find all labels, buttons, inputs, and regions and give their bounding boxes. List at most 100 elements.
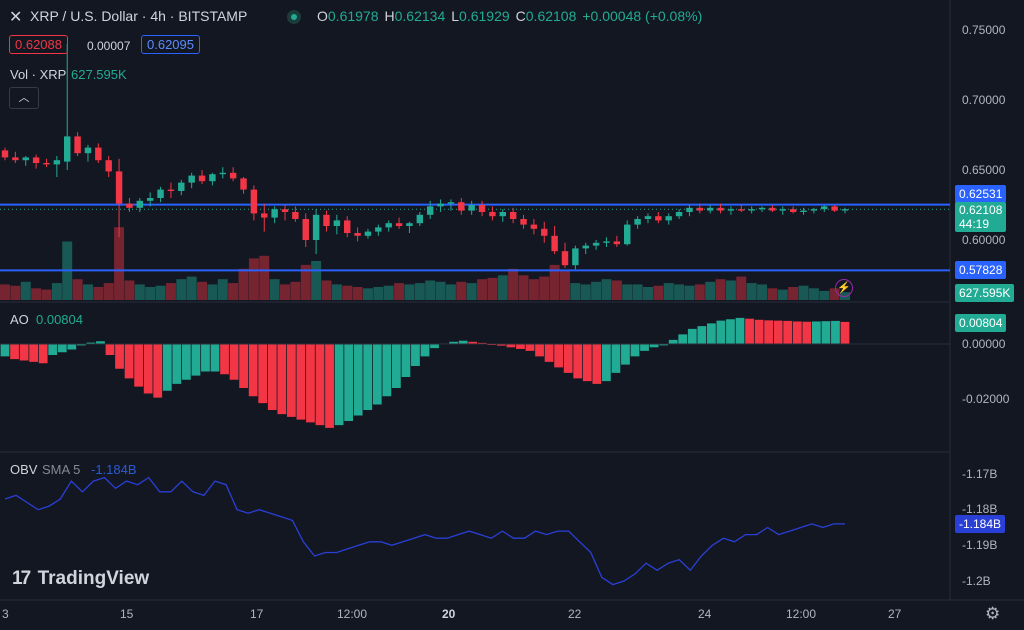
candle-body [281,209,289,212]
ao-bar [468,341,478,344]
buy-price-button[interactable]: 0.62095 [141,35,200,54]
ao-bar [726,319,735,344]
ao-bar [811,321,821,344]
candle-body [229,172,237,179]
tv-logo-icon: 17 [12,568,31,589]
candle-body [32,157,40,163]
candle-body [437,203,444,207]
time-label: 15 [120,607,134,621]
volume-bar [51,283,62,300]
ao-bar [802,321,812,344]
candle-body [157,189,164,198]
volume-bar [466,283,477,300]
candle-body [167,189,175,191]
candle-body [126,203,133,208]
close-icon[interactable]: ✕ [9,9,23,26]
candle-body [406,223,413,226]
candle-body [12,157,19,161]
ao-bar [57,344,67,353]
volume-bar [300,264,311,300]
ao-bar [115,344,124,369]
ao-bar [334,344,344,426]
ao-bar [601,344,611,382]
candle-body [178,182,185,191]
ao-bar [611,344,621,373]
obv-tick: -1.18B [962,502,998,516]
sell-price-button[interactable]: 0.62088 [9,35,68,54]
volume-bar [808,288,819,300]
tradingview-logo[interactable]: 17 TradingView [12,568,149,590]
ao-tag: 0.00804 [955,314,1007,332]
ao-bar [220,344,229,375]
ao-bar [678,334,688,344]
candle-body [323,214,330,226]
ao-value: 0.00804 [36,312,83,327]
hline-upper-tag[interactable]: 0.62531 [955,185,1007,203]
ao-bar [391,344,401,388]
ao-bar [76,344,86,346]
volume-bar [518,275,529,300]
candle-body [717,207,724,211]
ao-bar [668,339,678,344]
ao-bar [563,344,573,373]
candle-body [478,205,486,212]
close-label: C [515,8,526,24]
candle-body [364,231,372,236]
candle-body [447,202,455,204]
collapse-indicators-button[interactable]: ︿ [9,87,39,109]
ao-histogram [0,317,950,428]
ao-tick: 0.00000 [962,337,1006,351]
ao-bar [630,344,640,357]
volume-bar [72,279,83,300]
low-value: 0.61929 [459,8,510,24]
ao-bar [821,321,831,344]
candle-body [198,175,206,182]
ao-bar [840,321,850,344]
volume-tag: 627.595K [955,284,1015,302]
candle-body [758,207,766,210]
ao-bar [687,328,697,344]
ao-bar [325,344,334,428]
ao-bar [201,344,210,372]
volume-bar [435,281,446,300]
volume-bar [715,279,726,300]
lightning-icon[interactable]: ⚡ [835,279,853,297]
candle-body [727,209,735,211]
candle-body [209,174,216,182]
candle-body [354,233,361,236]
volume-bar [311,261,322,300]
ao-bar [458,340,468,344]
ao-bar [191,344,201,376]
candle-body [748,209,755,211]
ao-bar [477,342,487,344]
volume-bar [383,285,394,300]
ao-bar [659,344,669,346]
horizontal-lines[interactable] [0,203,950,272]
last-price-tag[interactable]: 0.62108 44:19 [955,202,1007,232]
volume-bar [611,280,622,300]
obv-tick: -1.2B [962,574,991,588]
market-open-icon [291,14,297,20]
volume-bar [114,227,125,300]
candle-body [261,213,268,218]
gear-icon[interactable]: ⚙ [985,604,1001,623]
volume-bar [725,280,736,300]
ao-bar [411,344,420,366]
candle-body [219,172,226,175]
volume-bar [767,288,778,300]
price-tick: 0.70000 [962,93,1006,107]
symbol-title[interactable]: XRP / U.S. Dollar · 4h · BITSTAMP [30,8,248,24]
volume-bar [238,268,249,300]
volume-bar [124,280,135,300]
volume-bar [269,279,280,300]
market-status-dot[interactable] [287,10,301,24]
candle-body [250,189,258,214]
candle-body [706,207,714,211]
candle-body [810,209,818,211]
ao-bar [315,344,325,426]
hline-lower-tag[interactable]: 0.57828 [955,261,1007,279]
ao-bar [573,344,583,379]
ao-bar [210,344,220,372]
candle-body [655,216,662,221]
